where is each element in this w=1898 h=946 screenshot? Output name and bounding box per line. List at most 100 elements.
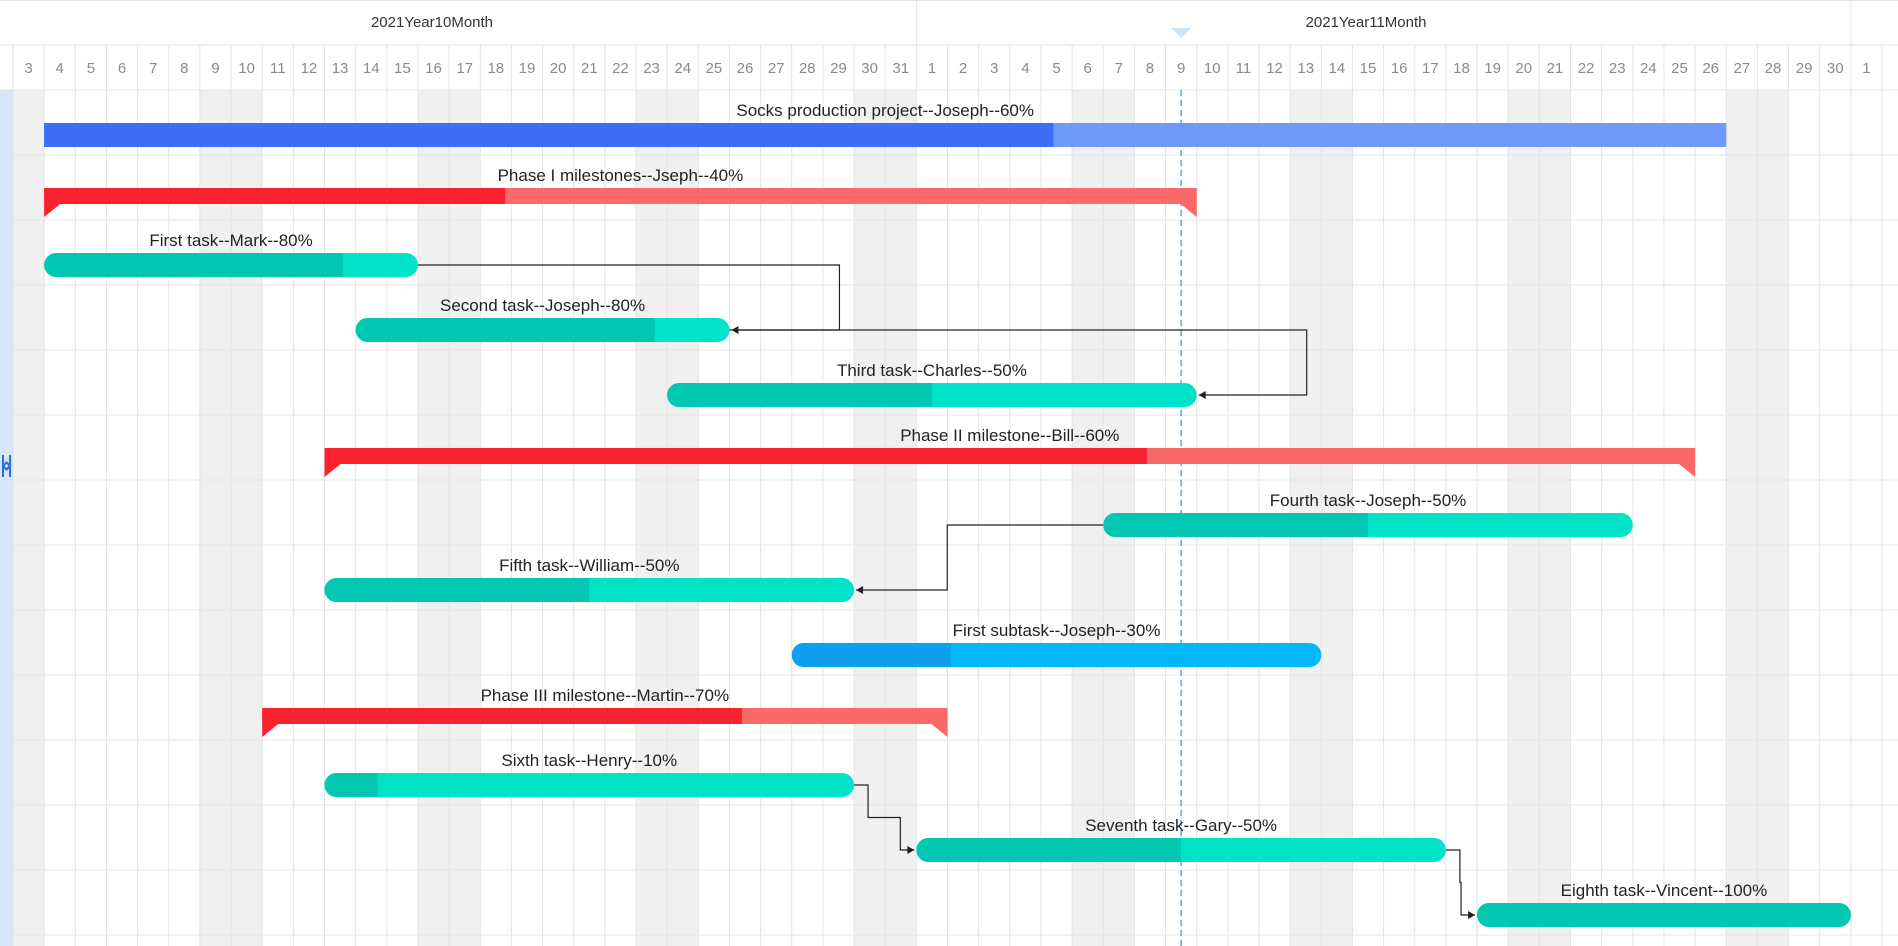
day-label: 12 <box>1266 60 1283 77</box>
day-label: 13 <box>1297 60 1314 77</box>
day-label: 29 <box>1796 60 1813 77</box>
task-label: Fifth task--William--50% <box>499 556 679 575</box>
day-label: 31 <box>892 60 909 77</box>
task-bar <box>262 708 948 737</box>
day-label: 21 <box>581 60 598 77</box>
task-label: Phase III milestone--Martin--70% <box>481 686 729 705</box>
bar-progress <box>916 838 1182 862</box>
task-bar <box>1103 513 1633 537</box>
day-label: 1 <box>928 60 936 77</box>
day-label: 17 <box>1422 60 1439 77</box>
weekend-column <box>636 90 668 946</box>
milestone-left-flag <box>44 204 61 217</box>
task-label: Socks production project--Joseph--60% <box>736 101 1034 120</box>
weekend-column <box>854 90 886 946</box>
weekend-column <box>199 90 232 946</box>
weekend-column <box>231 90 263 946</box>
day-label: 9 <box>211 60 219 77</box>
arrowhead-icon <box>907 846 915 854</box>
dependency-arrow <box>355 329 1308 396</box>
milestone-right-flag <box>1180 204 1197 217</box>
bar-progress <box>355 318 655 342</box>
day-label: 26 <box>1702 60 1719 77</box>
day-label: 23 <box>1609 60 1626 77</box>
day-label: 26 <box>737 60 754 77</box>
day-label: 4 <box>56 60 64 77</box>
dependency-arrows <box>44 264 1476 919</box>
day-label: 30 <box>1827 60 1844 77</box>
arrowhead-icon <box>1468 911 1476 919</box>
bar-remaining <box>324 773 855 797</box>
day-label: 22 <box>1578 60 1595 77</box>
bar-progress <box>262 708 742 724</box>
task-bar <box>355 318 730 342</box>
scroll-strip <box>0 90 13 946</box>
task-bar <box>916 838 1446 862</box>
weekend-column <box>1757 90 1789 946</box>
day-label: 28 <box>1765 60 1782 77</box>
weekend-column <box>1072 90 1104 946</box>
day-label: 11 <box>1236 60 1252 77</box>
day-label: 28 <box>799 60 816 77</box>
bar-progress <box>324 448 1147 464</box>
day-label: 20 <box>1515 60 1532 77</box>
bar-progress <box>44 253 344 277</box>
day-label: 5 <box>1052 60 1060 77</box>
day-label: 7 <box>149 60 157 77</box>
day-label: 24 <box>1640 60 1657 77</box>
bar-progress <box>44 123 1054 147</box>
dependency-arrow <box>856 524 1104 591</box>
day-label: 3 <box>990 60 998 77</box>
day-label: 18 <box>487 60 504 77</box>
day-label: 5 <box>87 60 95 77</box>
day-label: 13 <box>332 60 349 77</box>
timeline-header: 2021Year10Month 2021Year11Month <box>371 14 1427 31</box>
day-label: 7 <box>1115 60 1123 77</box>
resize-handle-icon <box>2 455 11 477</box>
task-label: Seventh task--Gary--50% <box>1085 816 1277 835</box>
left-scroll-strip[interactable] <box>0 90 13 946</box>
weekend-column <box>449 90 481 946</box>
day-label: 30 <box>861 60 878 77</box>
bar-progress <box>324 773 378 797</box>
today-triangle-icon <box>1171 28 1192 38</box>
dependency-arrow <box>1445 849 1476 916</box>
milestone-left-flag <box>324 464 341 477</box>
task-label: Fourth task--Joseph--50% <box>1270 491 1467 510</box>
bar-progress <box>324 578 590 602</box>
task-bar <box>44 188 1197 217</box>
day-label: 19 <box>519 60 536 77</box>
day-label: 10 <box>238 60 255 77</box>
dependency-arrow <box>854 784 915 851</box>
day-label: 22 <box>612 60 629 77</box>
arrowhead-icon <box>1198 391 1206 399</box>
day-label: 8 <box>180 60 188 77</box>
task-label: Phase I milestones--Jseph--40% <box>498 166 744 185</box>
day-label: 6 <box>118 60 126 77</box>
day-label: 24 <box>674 60 691 77</box>
task-bars <box>44 123 1851 927</box>
weekend-column <box>1726 90 1758 946</box>
day-label: 9 <box>1177 60 1185 77</box>
day-label: 16 <box>425 60 442 77</box>
bar-progress <box>44 188 506 204</box>
task-label: Third task--Charles--50% <box>837 361 1027 380</box>
day-label: 17 <box>456 60 473 77</box>
day-label: 25 <box>706 60 723 77</box>
task-label: First task--Mark--80% <box>149 231 312 250</box>
weekend-shading <box>13 90 1789 946</box>
milestone-right-flag <box>1679 464 1696 477</box>
day-label: 15 <box>1360 60 1377 77</box>
month-label-october: 2021Year10Month <box>371 14 493 31</box>
day-label: 27 <box>1733 60 1750 77</box>
weekend-column <box>417 90 450 946</box>
bar-progress <box>1103 513 1369 537</box>
bar-progress <box>791 643 951 667</box>
weekend-column <box>13 90 45 946</box>
task-bar <box>324 773 855 797</box>
task-label: First subtask--Joseph--30% <box>953 621 1161 640</box>
day-label: 19 <box>1484 60 1501 77</box>
day-label: 15 <box>394 60 411 77</box>
day-label: 1 <box>1862 60 1870 77</box>
